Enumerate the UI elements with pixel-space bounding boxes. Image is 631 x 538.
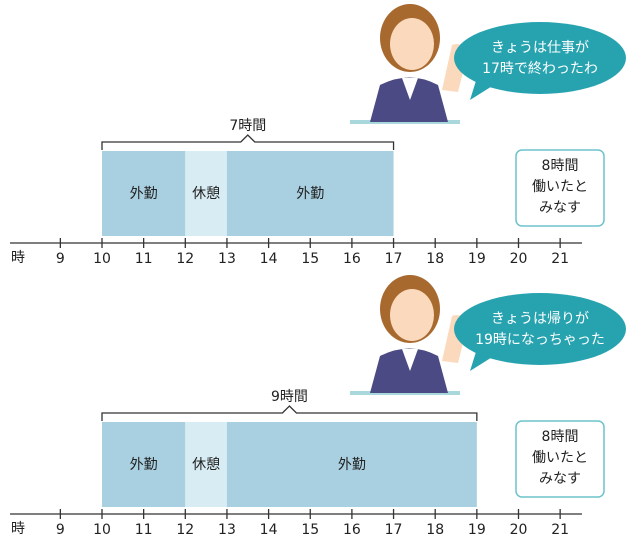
tick-label: 19 (468, 522, 486, 538)
tick-label: 13 (218, 522, 236, 538)
bubble-text: きょうは帰りが (491, 310, 589, 327)
tick-label: 21 (551, 251, 569, 267)
bracket-label: 7時間 (229, 118, 266, 134)
tick-label: 12 (176, 251, 194, 267)
note-text: 8時間 (542, 429, 579, 445)
tick-label: 11 (135, 522, 153, 538)
segment-label: 外勤 (296, 186, 324, 202)
bubble-text: 17時で終わったわ (482, 61, 598, 77)
tick-label: 9 (56, 522, 65, 538)
bubble-text: 19時になっちゃった (475, 332, 605, 348)
note-text: 8時間 (542, 158, 579, 174)
note-text: みなす (539, 200, 581, 216)
segment-label: 休憩 (192, 456, 220, 473)
tick-label: 21 (551, 522, 569, 538)
note-text: 働いたと (532, 179, 588, 195)
tick-label: 18 (426, 251, 444, 267)
tick-label: 9 (56, 251, 65, 267)
tick-label: 20 (510, 522, 528, 538)
tick-label: 18 (426, 522, 444, 538)
person-face (390, 289, 434, 341)
tick-label: 12 (176, 522, 194, 538)
segment-label: 外勤 (130, 186, 158, 202)
speech-bubble (454, 22, 626, 94)
tick-label: 16 (343, 522, 361, 538)
tick-label: 17 (385, 522, 403, 538)
tick-label: 15 (301, 522, 319, 538)
tick-label: 13 (218, 251, 236, 267)
segment-label: 休憩 (192, 185, 220, 202)
tick-label: 14 (260, 522, 278, 538)
diagram: きょうは仕事が17時で終わったわ7時間外勤休憩外勤8時間働いたとみなす時9101… (0, 0, 631, 538)
tick-label: 19 (468, 251, 486, 267)
tick-label: 11 (135, 251, 153, 267)
tick-label: 17 (385, 251, 403, 267)
tick-label: 10 (93, 251, 111, 267)
person-face (390, 18, 434, 70)
bracket-label: 9時間 (271, 389, 308, 405)
bracket (102, 135, 394, 150)
speech-bubble (454, 293, 626, 365)
tick-label: 15 (301, 251, 319, 267)
segment-label: 外勤 (338, 457, 366, 473)
bracket (102, 406, 477, 421)
bubble-text: きょうは仕事が (491, 40, 589, 56)
page: きょうは仕事が17時で終わったわ7時間外勤休憩外勤8時間働いたとみなす時9101… (0, 0, 631, 538)
note-text: 働いたと (532, 450, 588, 466)
axis-unit: 時 (11, 250, 25, 266)
tick-label: 10 (93, 522, 111, 538)
axis-unit: 時 (11, 521, 25, 537)
tick-label: 16 (343, 251, 361, 267)
tick-label: 14 (260, 251, 278, 267)
segment-label: 外勤 (130, 457, 158, 473)
note-text: みなす (539, 471, 581, 487)
tick-label: 20 (510, 251, 528, 267)
